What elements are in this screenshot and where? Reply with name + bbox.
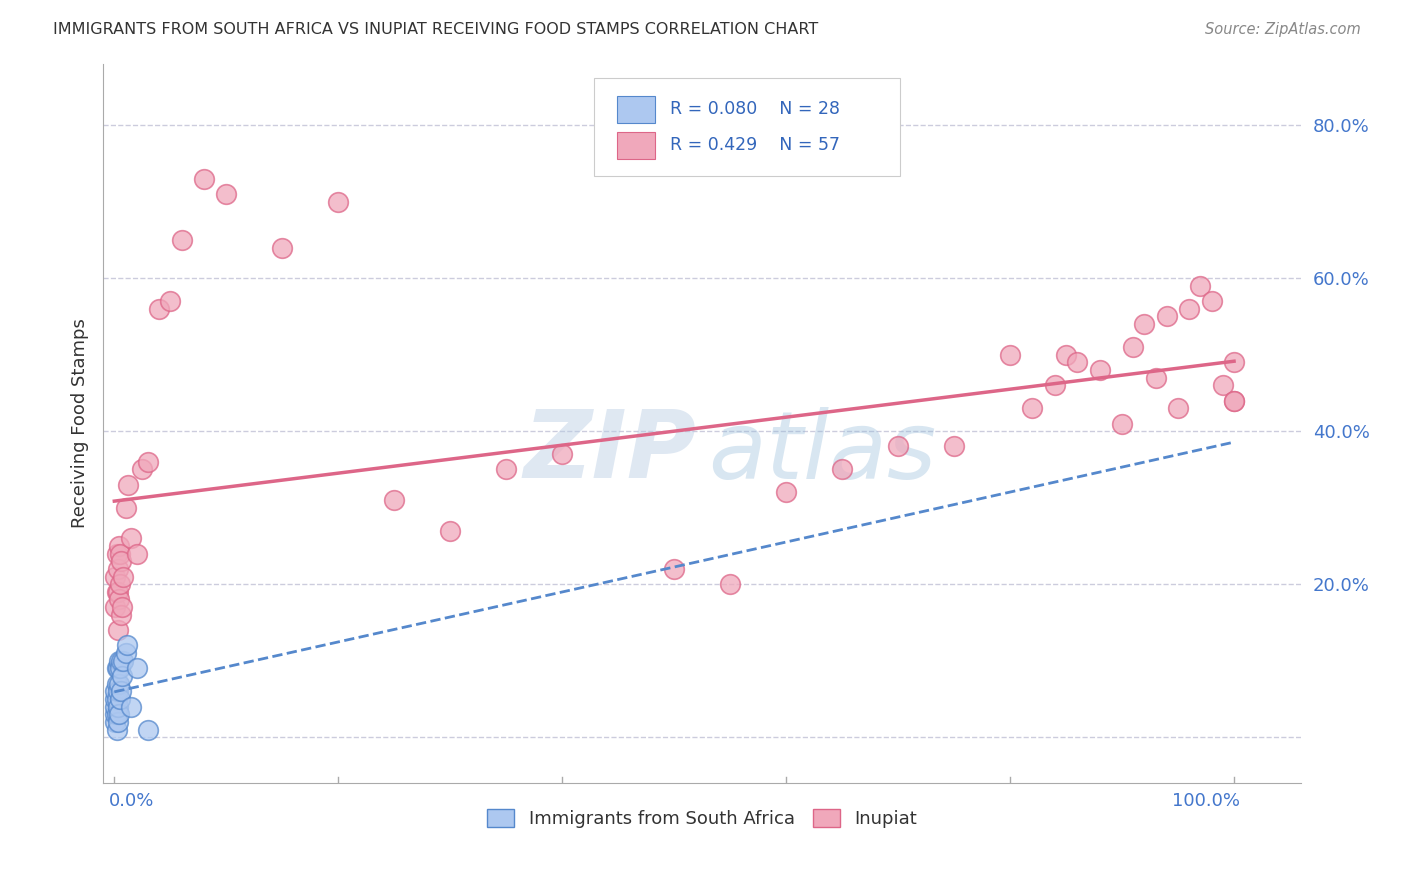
Point xyxy=(107,539,129,553)
Point xyxy=(105,707,128,722)
Point xyxy=(104,569,127,583)
Point xyxy=(495,462,517,476)
Point xyxy=(1122,340,1144,354)
Point xyxy=(110,607,132,622)
Point xyxy=(107,676,129,690)
FancyBboxPatch shape xyxy=(595,78,900,176)
Point xyxy=(664,562,686,576)
Point xyxy=(1133,317,1156,331)
Point xyxy=(117,477,139,491)
Point xyxy=(114,646,136,660)
Point xyxy=(104,714,127,729)
Point xyxy=(148,301,170,316)
Point xyxy=(1043,378,1066,392)
Point xyxy=(551,447,574,461)
Point xyxy=(105,676,128,690)
Point xyxy=(1201,294,1223,309)
Point xyxy=(1144,370,1167,384)
Point xyxy=(110,684,132,698)
Point xyxy=(110,554,132,568)
Point xyxy=(1066,355,1088,369)
Point xyxy=(107,684,129,698)
Point xyxy=(104,684,127,698)
Text: IMMIGRANTS FROM SOUTH AFRICA VS INUPIAT RECEIVING FOOD STAMPS CORRELATION CHART: IMMIGRANTS FROM SOUTH AFRICA VS INUPIAT … xyxy=(53,22,818,37)
Point xyxy=(105,547,128,561)
Text: 100.0%: 100.0% xyxy=(1171,792,1240,810)
Point xyxy=(104,692,127,706)
Point xyxy=(271,241,294,255)
Point xyxy=(105,661,128,675)
Point xyxy=(110,654,132,668)
Point xyxy=(131,462,153,476)
Point xyxy=(105,692,128,706)
Bar xyxy=(617,132,655,159)
Point xyxy=(170,233,193,247)
Text: ZIP: ZIP xyxy=(523,407,696,499)
Point xyxy=(328,194,350,209)
Point xyxy=(1212,378,1234,392)
Point xyxy=(439,524,461,538)
Point xyxy=(105,723,128,737)
Point xyxy=(111,669,134,683)
Point xyxy=(107,654,129,668)
Point xyxy=(215,187,238,202)
Point xyxy=(136,723,159,737)
Point xyxy=(1088,363,1111,377)
Point xyxy=(120,699,142,714)
Y-axis label: Receiving Food Stamps: Receiving Food Stamps xyxy=(72,318,89,528)
Point xyxy=(114,500,136,515)
Point xyxy=(108,661,131,675)
Bar xyxy=(617,95,655,123)
Point xyxy=(125,547,148,561)
Point xyxy=(887,440,910,454)
Point xyxy=(831,462,853,476)
Point xyxy=(107,661,129,675)
Point xyxy=(108,547,131,561)
Text: Source: ZipAtlas.com: Source: ZipAtlas.com xyxy=(1205,22,1361,37)
Text: R = 0.429    N = 57: R = 0.429 N = 57 xyxy=(669,136,839,154)
Text: 0.0%: 0.0% xyxy=(108,792,155,810)
Point xyxy=(1223,393,1246,408)
Point xyxy=(125,661,148,675)
Point xyxy=(107,623,129,637)
Text: R = 0.080    N = 28: R = 0.080 N = 28 xyxy=(669,101,839,119)
Point xyxy=(1021,401,1043,416)
Point xyxy=(107,592,129,607)
Point xyxy=(1111,417,1133,431)
Point xyxy=(107,707,129,722)
Point xyxy=(136,455,159,469)
Point xyxy=(1054,348,1077,362)
Legend: Immigrants from South Africa, Inupiat: Immigrants from South Africa, Inupiat xyxy=(479,801,924,835)
Point xyxy=(112,569,135,583)
Point xyxy=(1223,393,1246,408)
Point xyxy=(108,577,131,591)
Point xyxy=(943,440,966,454)
Point xyxy=(1167,401,1189,416)
Point xyxy=(718,577,741,591)
Point xyxy=(107,699,129,714)
Point xyxy=(107,714,129,729)
Point xyxy=(193,171,215,186)
Point xyxy=(1156,310,1178,324)
Point xyxy=(382,493,405,508)
Point xyxy=(112,654,135,668)
Point xyxy=(120,531,142,545)
Point xyxy=(998,348,1021,362)
Point xyxy=(108,692,131,706)
Point xyxy=(111,600,134,615)
Point xyxy=(1223,355,1246,369)
Point xyxy=(105,584,128,599)
Point xyxy=(159,294,181,309)
Point xyxy=(1189,278,1212,293)
Text: atlas: atlas xyxy=(709,407,936,498)
Point xyxy=(104,600,127,615)
Point xyxy=(104,707,127,722)
Point xyxy=(775,485,797,500)
Point xyxy=(107,584,129,599)
Point xyxy=(115,639,138,653)
Point xyxy=(104,699,127,714)
Point xyxy=(107,562,129,576)
Point xyxy=(1178,301,1201,316)
